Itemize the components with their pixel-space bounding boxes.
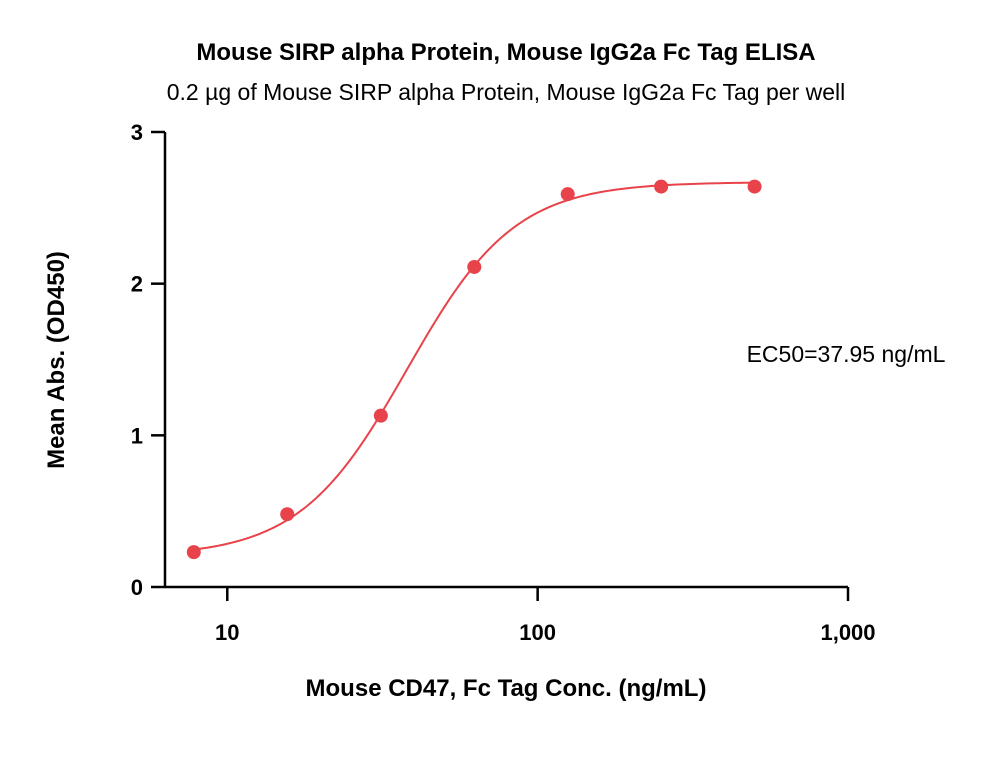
y-tick-label: 2	[131, 272, 143, 297]
chart-subtitle: 0.2 µg of Mouse SIRP alpha Protein, Mous…	[167, 79, 846, 105]
y-tick-label: 3	[131, 120, 143, 145]
data-point	[280, 507, 295, 522]
axes	[163, 132, 848, 589]
y-tick-label: 0	[131, 575, 143, 600]
data-point	[560, 187, 575, 202]
fit-curve	[193, 181, 755, 551]
ec50-annotation: EC50=37.95 ng/mL	[747, 341, 946, 367]
data-point	[747, 179, 762, 194]
chart-title: Mouse SIRP alpha Protein, Mouse IgG2a Fc…	[196, 39, 815, 66]
x-tick-label: 10	[215, 620, 239, 645]
x-axis-label: Mouse CD47, Fc Tag Conc. (ng/mL)	[306, 675, 707, 702]
y-axis-label: Mean Abs. (OD450)	[43, 251, 70, 469]
ticks: 10 100 1,000 0 1 2 3	[131, 120, 876, 645]
data-point	[654, 179, 669, 194]
data-points	[186, 179, 762, 560]
data-point	[467, 259, 482, 274]
x-tick-label: 1,000	[820, 620, 875, 645]
data-point	[186, 545, 201, 560]
y-tick-label: 1	[131, 423, 143, 448]
data-point	[373, 408, 388, 423]
x-tick-label: 100	[519, 620, 556, 645]
